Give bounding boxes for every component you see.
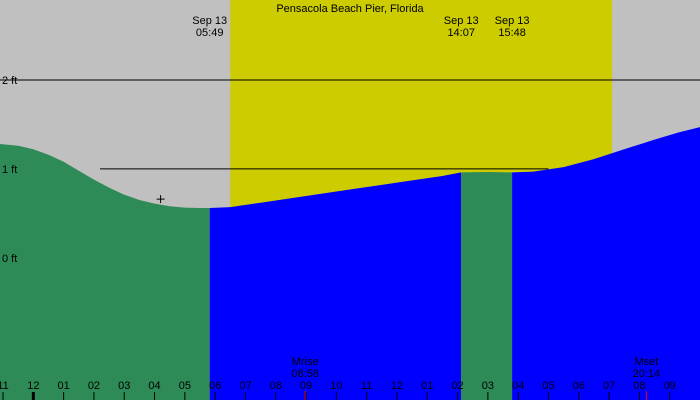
x-tick-label: 12 [27, 380, 39, 392]
x-tick-label: 07 [239, 380, 251, 392]
x-tick-label: 04 [512, 380, 524, 392]
x-tick-label: 12 [391, 380, 403, 392]
x-tick-label: 08 [633, 380, 645, 392]
tide-event-time: 14:07 [447, 27, 475, 39]
x-tick-label: 10 [330, 380, 342, 392]
cursor-marker [156, 195, 165, 204]
x-tick-label: 02 [451, 380, 463, 392]
x-tick-label: 09 [300, 380, 312, 392]
tide-event-date: Sep 13 [192, 15, 227, 27]
ebb-area-segment [0, 144, 210, 400]
x-tick-label: 09 [664, 380, 676, 392]
x-tick-label: 02 [88, 380, 100, 392]
x-tick-label: 04 [148, 380, 160, 392]
ebb-area-segment [461, 172, 513, 400]
x-tick-label: 03 [482, 380, 494, 392]
chart-title: Pensacola Beach Pier, Florida [276, 3, 424, 15]
y-tick-label: 1 ft [2, 164, 17, 176]
x-tick-label: 08 [270, 380, 282, 392]
x-tick-label: 05 [179, 380, 191, 392]
moon-event-time: 08:58 [291, 368, 319, 380]
x-tick-label: 07 [603, 380, 615, 392]
y-tick-label: 2 ft [2, 75, 17, 87]
x-tick-label: 01 [421, 380, 433, 392]
x-tick-label: 01 [58, 380, 70, 392]
x-tick-label: 06 [209, 380, 221, 392]
tide-event-date: Sep 13 [444, 15, 479, 27]
y-axis-labels: 0 ft 1 ft 2 ft [2, 75, 17, 265]
flood-area-segment [209, 172, 462, 400]
x-tick-label: 03 [118, 380, 130, 392]
x-axis: 11 12 01 02 03 04 05 06 07 08 09 10 11 12 01 02 03 04 05 06… [0, 380, 676, 400]
x-tick-label: 05 [542, 380, 554, 392]
moon-event-time: 20:14 [633, 368, 661, 380]
reference-lines [0, 79, 700, 170]
tide-event-time: 05:49 [196, 27, 224, 39]
moon-event-label: Mset [634, 356, 658, 368]
x-tick-label: 06 [573, 380, 585, 392]
moon-event-label: Mrise [292, 356, 319, 368]
x-tick-label: 11 [361, 380, 372, 392]
flood-area-segment [512, 127, 700, 400]
tide-event-time: 15:48 [498, 27, 526, 39]
tide-event-date: Sep 13 [495, 15, 530, 27]
tide-area [0, 127, 700, 400]
y-tick-label: 0 ft [2, 253, 17, 265]
x-tick-label: 11 [0, 380, 9, 392]
